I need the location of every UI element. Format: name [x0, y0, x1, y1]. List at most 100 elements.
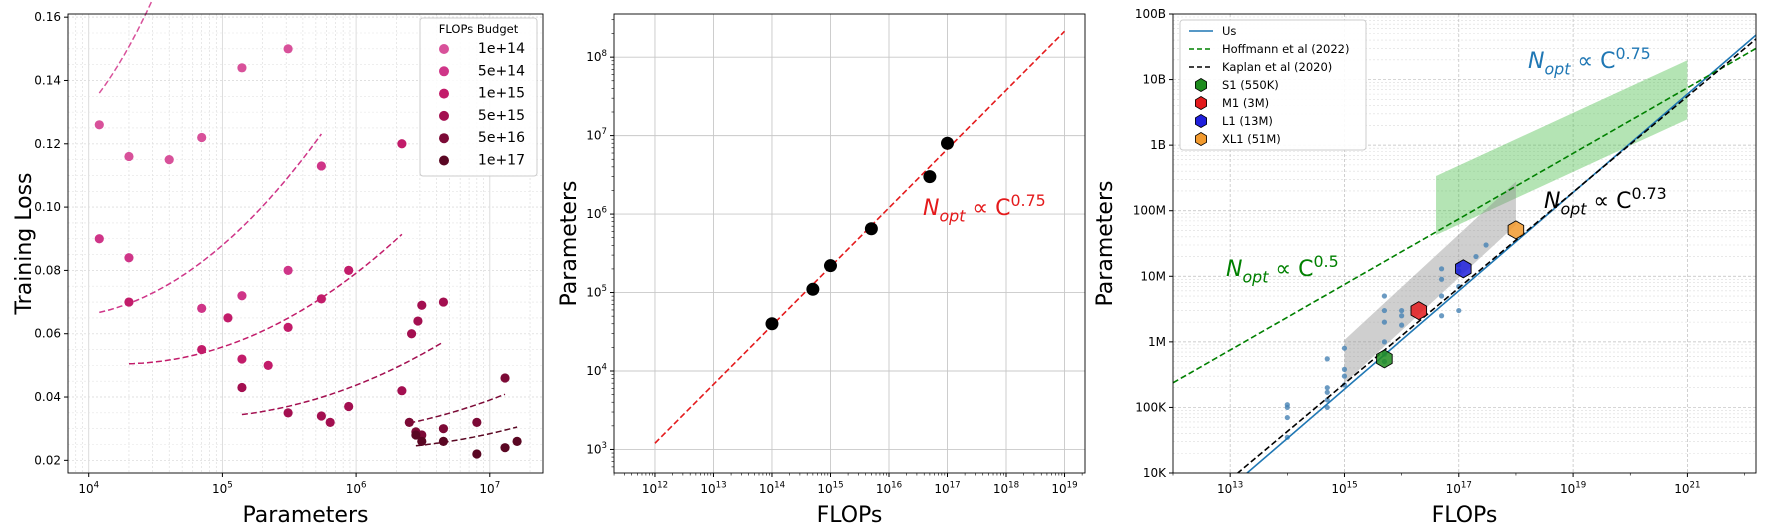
x-tick-label: 1017	[1446, 481, 1472, 496]
band-green	[1436, 60, 1688, 236]
annotation-us: Nopt ∝ C0.75	[1528, 44, 1651, 79]
run-point	[1341, 366, 1348, 373]
data-point	[823, 259, 837, 273]
x-tick-label: 1013	[700, 481, 726, 496]
fit-curve-1e+17	[415, 426, 518, 447]
run-point	[1381, 339, 1388, 345]
run-point	[1399, 313, 1405, 319]
y-tick-label: 1B	[1150, 138, 1166, 152]
data-point-1e+15	[283, 322, 293, 332]
run-point	[1324, 385, 1330, 391]
data-point-5e+15	[344, 401, 354, 412]
x-axis-title: FLOPs	[817, 503, 883, 528]
data-point-5e+16	[404, 417, 414, 427]
data-point	[941, 136, 955, 150]
fit-curve-5e+15	[241, 341, 444, 416]
y-tick-label: 104	[586, 363, 607, 378]
data-point-1e+17	[438, 436, 449, 446]
fit-curve-1e+14	[98, 0, 154, 94]
y-tick-label: 100M	[1133, 204, 1166, 218]
y-tick-label: 10B	[1142, 73, 1166, 87]
data-point-5e+16	[438, 424, 449, 434]
data-point-5e+15	[413, 316, 423, 326]
annotation-hoffmann: Nopt ∝ C0.5	[1226, 252, 1339, 287]
data-point-1e+17	[411, 430, 421, 440]
panel-3-scaling-comparison: 1013101510171019102110210K100K1M10M100M1…	[1093, 7, 1757, 528]
x-tick-label: 1021	[1674, 481, 1700, 496]
legend-label: Us	[1222, 24, 1236, 38]
run-point	[1381, 307, 1388, 314]
legend-marker	[1195, 78, 1207, 92]
x-tick-label: 1018	[993, 481, 1019, 496]
fit-curve-5e+16	[409, 393, 506, 424]
x-tick-label: 1014	[759, 481, 785, 496]
data-point-1e+17	[472, 449, 482, 459]
y-tick-label: 0.12	[34, 137, 61, 151]
y-tick-label: 10K	[1143, 466, 1167, 480]
data-point-5e+14	[283, 265, 293, 276]
fit-line	[654, 30, 1066, 444]
x-tick-label: 106	[346, 481, 367, 496]
data-point-1e+17	[417, 436, 427, 446]
x-axis-title: Parameters	[243, 503, 369, 528]
legend-marker	[439, 44, 449, 54]
legend-label: S1 (550K)	[1222, 78, 1279, 92]
data-point-5e+14	[316, 161, 326, 171]
y-tick-label: 103	[586, 441, 607, 456]
y-tick-label: 106	[586, 206, 607, 221]
y-axis-title: Training Loss	[12, 172, 37, 315]
data-point-1e+14	[197, 132, 207, 143]
y-tick-label: 10M	[1140, 269, 1166, 283]
data-point-5e+14	[197, 303, 207, 313]
plot-frame	[613, 13, 1086, 474]
data-point-1e+15	[124, 297, 134, 307]
legend-box	[419, 17, 538, 177]
run-point	[1399, 307, 1405, 314]
run-point	[1341, 345, 1348, 351]
x-axis-title: FLOPs	[1432, 503, 1498, 528]
data-point-5e+15	[397, 386, 407, 396]
y-tick-label: 0.10	[34, 200, 61, 214]
data-point-5e+14	[237, 291, 247, 301]
data-point-1e+15	[344, 265, 354, 276]
run-point	[1324, 397, 1330, 403]
data-point-1e+14	[164, 155, 174, 165]
run-point	[1324, 389, 1330, 395]
data-point-1e+15	[237, 354, 247, 364]
run-point	[1341, 373, 1348, 379]
legend-marker	[439, 133, 449, 144]
data-point-5e+15	[325, 417, 335, 427]
data-point-5e+15	[406, 329, 417, 339]
y-tick-label: 100B	[1135, 7, 1166, 21]
y-tick-label: 0.06	[34, 327, 61, 341]
x-tick-label: 105	[212, 481, 233, 496]
legend-label: 1e+14	[478, 41, 525, 57]
legend-marker	[439, 88, 449, 99]
data-point	[806, 282, 820, 296]
data-point-1e+14	[94, 120, 104, 130]
x-tick-label: 1015	[817, 481, 843, 496]
plot-frame	[1172, 13, 1757, 474]
x-tick-label: 1019	[1051, 481, 1077, 496]
model-marker-M1	[1410, 301, 1428, 321]
data-point-1e+14	[237, 63, 247, 73]
run-point	[1381, 319, 1388, 325]
fit-line	[1245, 34, 1756, 473]
legend-marker	[439, 110, 449, 121]
legend-label: L1 (13M)	[1222, 114, 1273, 128]
annotation-kaplan: Nopt ∝ C0.73	[1544, 184, 1667, 219]
data-point-5e+14	[94, 234, 104, 244]
legend-marker	[439, 66, 449, 77]
fit-line	[1173, 47, 1756, 384]
run-point	[1438, 293, 1445, 299]
y-tick-label: 105	[586, 284, 607, 299]
run-point	[1399, 322, 1405, 328]
x-tick-label: 1015	[1331, 481, 1357, 496]
legend-label: 1e+15	[478, 86, 525, 102]
legend-label: 5e+14	[478, 63, 525, 79]
x-tick-label: 104	[78, 481, 99, 496]
legend-marker	[1195, 114, 1207, 128]
data-point-1e+15	[197, 344, 207, 355]
band-gray	[1344, 181, 1516, 384]
